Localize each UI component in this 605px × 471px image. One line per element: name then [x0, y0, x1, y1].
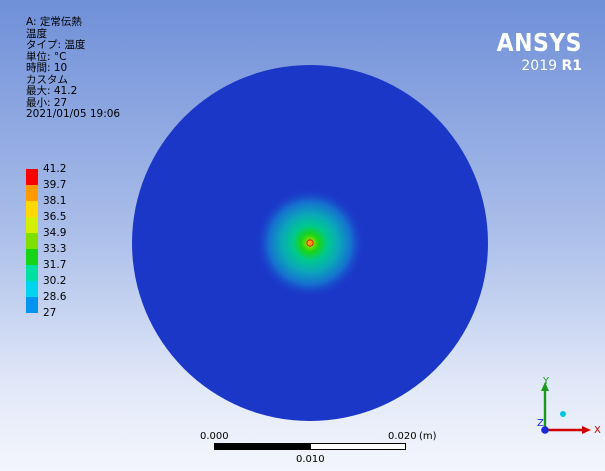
- result-timestamp: 2021/01/05 19:06: [26, 108, 121, 120]
- legend-label: 36.5: [43, 211, 67, 223]
- hotspot-marker: [306, 239, 314, 247]
- legend-label: 38.1: [43, 195, 67, 207]
- triad-center-dot: [560, 411, 566, 417]
- legend-label: 28.6: [43, 291, 67, 303]
- scale-bar-black-segment: [214, 443, 310, 450]
- legend-swatch: [26, 185, 38, 201]
- legend-label: 33.3: [43, 243, 67, 255]
- ansys-logo: ANSYS 2019 R1: [485, 28, 582, 75]
- y-axis-arrow: [541, 382, 549, 391]
- legend-label: 41.2: [43, 163, 67, 175]
- legend-entry: 34.9: [26, 227, 86, 249]
- result-type: タイプ: 温度: [26, 39, 86, 51]
- legend-entry: 31.7: [26, 259, 86, 281]
- legend-swatch: [26, 265, 38, 281]
- result-time: 時間: 10: [26, 62, 68, 74]
- logo-brand: ANSYS: [496, 28, 582, 57]
- legend-swatch: [26, 233, 38, 249]
- scale-start-label: 0.000: [200, 431, 229, 442]
- y-axis-label: Y: [542, 376, 550, 387]
- analysis-title: A: 定常伝熱: [26, 16, 82, 28]
- axis-triad[interactable]: Y X Z: [533, 372, 603, 442]
- legend-label: 34.9: [43, 227, 67, 239]
- result-name: 温度: [26, 27, 47, 40]
- legend-label: 30.2: [43, 275, 67, 287]
- legend-swatch: [26, 201, 38, 217]
- logo-version-year: 2019: [521, 58, 558, 74]
- scale-bar-white-segment: [310, 443, 406, 450]
- result-min: 最小: 27: [26, 96, 68, 109]
- result-max: 最大: 41.2: [26, 85, 78, 97]
- legend-swatch: [26, 249, 38, 265]
- legend-swatch: [26, 297, 38, 313]
- legend-label: 39.7: [43, 179, 67, 191]
- z-axis-dot: [541, 426, 549, 434]
- legend-entry: 41.2: [26, 163, 86, 185]
- result-custom: カスタム: [26, 73, 68, 86]
- logo-version-release: R1: [561, 58, 582, 74]
- legend-entry: 38.1: [26, 195, 86, 217]
- legend-entry: 30.2: [26, 275, 86, 297]
- legend-entry: 33.3: [26, 243, 86, 265]
- scale-end-label: 0.020: [388, 431, 417, 442]
- legend-entry: 36.5: [26, 211, 86, 233]
- x-axis-label: X: [594, 425, 601, 436]
- z-axis-label: Z: [537, 418, 544, 429]
- scale-unit-label: (m): [419, 431, 437, 442]
- legend-label: 27: [43, 307, 57, 319]
- legend-label: 31.7: [43, 259, 67, 271]
- legend-swatch: [26, 281, 38, 297]
- logo-version: 2019 R1: [485, 58, 582, 74]
- legend-entry: 39.7: [26, 179, 86, 201]
- legend-entry: 28.6: [26, 291, 86, 313]
- scale-mid-label: 0.010: [296, 454, 325, 465]
- result-unit: 単位: °C: [26, 50, 67, 63]
- legend-swatch: [26, 169, 38, 185]
- x-axis-arrow: [582, 426, 591, 434]
- result-info-panel: A: 定常伝熱 温度 タイプ: 温度 単位: °C 時間: 10 カスタム 最大…: [26, 16, 121, 121]
- legend-swatch: [26, 217, 38, 233]
